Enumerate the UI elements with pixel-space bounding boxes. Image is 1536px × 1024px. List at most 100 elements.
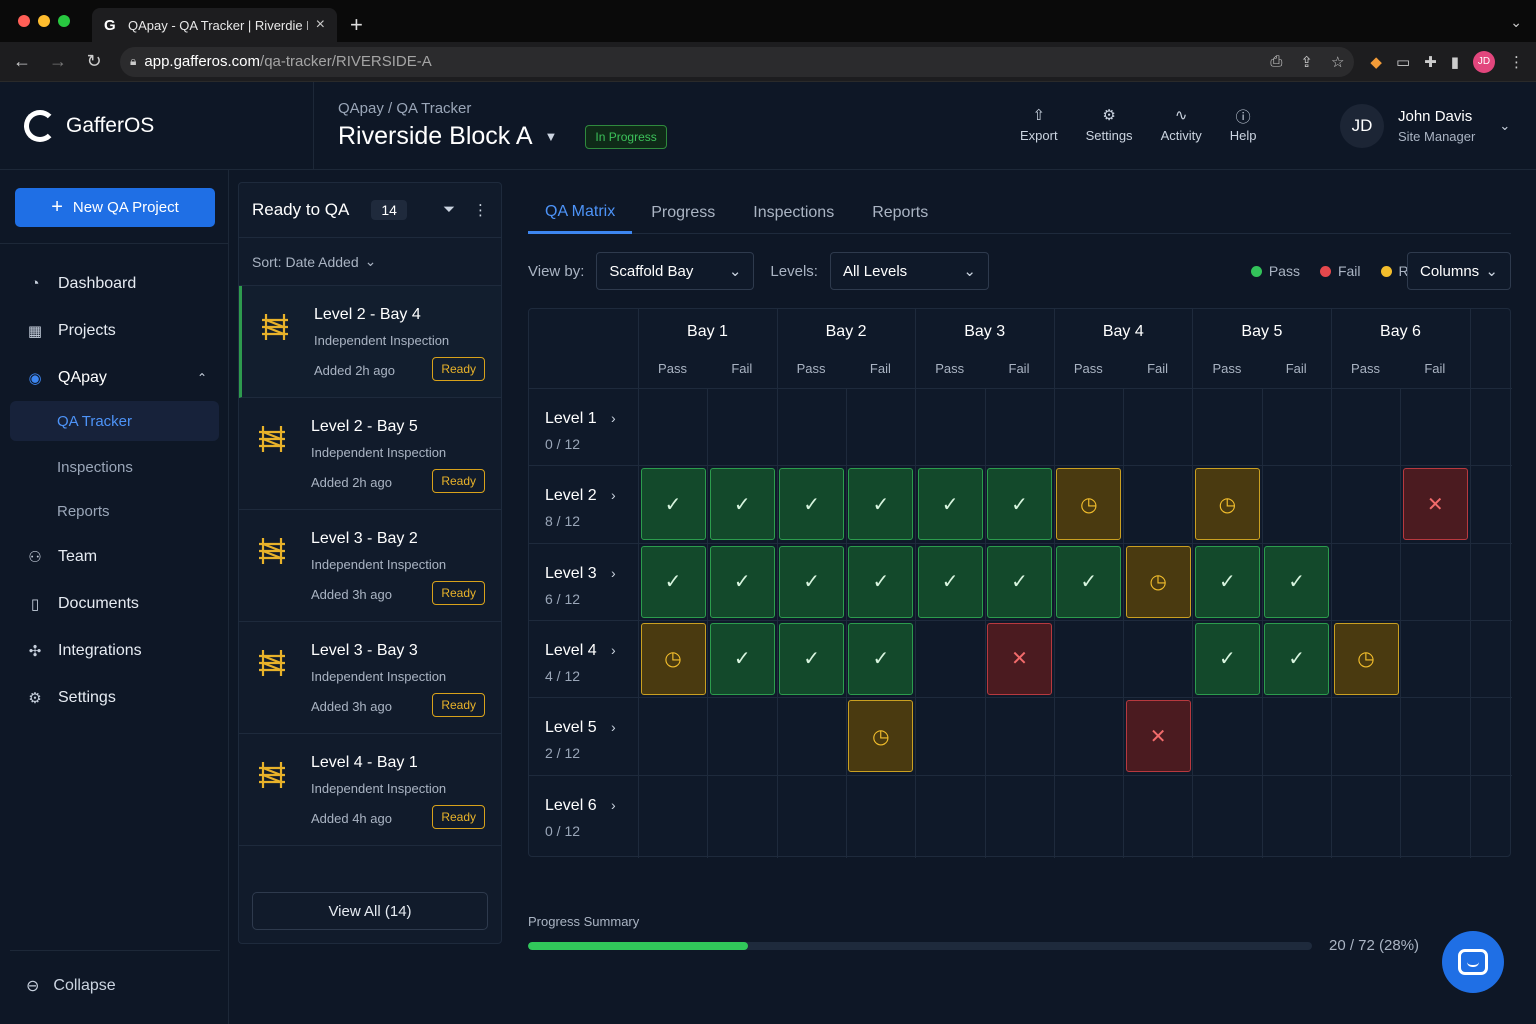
matrix-cell-pass[interactable]: ✓ [1194,622,1260,695]
level-row-header[interactable]: Level 4 4 / 12 › [545,642,616,684]
matrix-cell-fail[interactable]: ✕ [1402,468,1468,541]
matrix-cell-pass[interactable]: ✓ [640,468,706,541]
settings-button[interactable]: ⚙︎ Settings [1086,106,1133,143]
chevron-right-icon[interactable]: › [611,410,616,426]
level-row-header[interactable]: Level 2 8 / 12 › [545,487,616,529]
browser-menu-icon[interactable]: ⋮ [1509,53,1524,71]
brand[interactable]: GafferOS [0,81,314,170]
level-row-header[interactable]: Level 5 2 / 12 › [545,719,616,761]
chevron-right-icon[interactable]: › [611,796,616,813]
new-tab-button[interactable]: + [350,12,363,37]
level-row-header[interactable]: Level 3 6 / 12 › [545,565,616,607]
new-qa-project-button[interactable]: + New QA Project [15,188,215,227]
columns-button[interactable]: Columns ⌄ [1407,252,1511,290]
sidebar-item-documents[interactable]: ▯ Documents [0,580,229,627]
browser-tab[interactable]: G QApay - QA Tracker | Riverdie B × [92,8,337,42]
chevron-right-icon[interactable]: › [611,564,616,581]
sidebar-subitem-qa-tracker[interactable]: QA Tracker [10,401,219,441]
matrix-cell-pass[interactable]: ✓ [1194,545,1260,618]
view-all-button[interactable]: View All (14) [252,892,488,930]
sidebar-item-team[interactable]: ⚇ Team [0,533,229,580]
matrix-cell-ready[interactable]: ◷ [1056,468,1122,541]
matrix-cell-pass[interactable]: ✓ [779,468,845,541]
sort-dropdown[interactable]: Sort: Date Added ⌄ [239,238,501,286]
matrix-cell-fail[interactable]: ✕ [1125,700,1191,773]
matrix-cell-pass[interactable]: ✓ [917,468,983,541]
project-title[interactable]: Riverside Block A [338,122,533,150]
matrix-cell-pass[interactable]: ✓ [1056,545,1122,618]
view-by-select[interactable]: Scaffold Bay ⌄ [596,252,755,290]
tab-reports[interactable]: Reports [872,204,929,221]
chevron-right-icon[interactable]: › [611,641,616,658]
level-row-header[interactable]: Level 1 0 / 12 › [545,410,616,452]
reload-icon[interactable]: ↻ [86,51,102,71]
filter-icon[interactable]: ⏷ [442,201,455,218]
breadcrumb[interactable]: QApay / QA Tracker [338,100,472,117]
matrix-cell-pass[interactable]: ✓ [848,468,914,541]
close-window-button[interactable] [18,15,30,27]
user-menu[interactable]: JD John Davis Site Manager ⌄ [1340,104,1510,148]
puzzle-extension-icon[interactable]: ✚ [1424,53,1437,71]
bookmark-star-icon[interactable]: ☆ [1330,53,1345,71]
sidebar-subitem-reports[interactable]: Reports [57,502,110,520]
tab-search-chevron-icon[interactable]: ⌄ [1510,14,1522,30]
matrix-cell-pass[interactable]: ✓ [987,468,1052,541]
profile-avatar[interactable]: JD [1473,50,1495,73]
share-icon[interactable]: ⇪ [1300,53,1313,71]
level-row-header[interactable]: Level 6 0 / 12 › [545,797,616,839]
matrix-cell-fail[interactable]: ✕ [987,622,1052,695]
export-button[interactable]: ⇧ Export [1020,106,1058,143]
cast-extension-icon[interactable]: ▭ [1395,53,1411,71]
matrix-cell-pass[interactable]: ✓ [1264,622,1330,695]
matrix-cell-pass[interactable]: ✓ [709,622,775,695]
matrix-cell-ready[interactable]: ◷ [848,700,914,773]
sidebar-item-integrations[interactable]: ✣ Integrations [0,627,229,674]
matrix-cell-pass[interactable]: ✓ [709,545,775,618]
collapse-button[interactable]: ⊖ Collapse [26,976,116,996]
matrix-cell-pass[interactable]: ✓ [709,468,775,541]
close-tab-icon[interactable]: × [315,16,325,33]
minimize-window-button[interactable] [38,15,50,27]
help-button[interactable]: ⓘ Help [1230,106,1257,143]
url-field[interactable]: 🔒︎ app.gafferos.com/qa-tracker/RIVERSIDE… [120,46,1355,77]
matrix-cell-pass[interactable]: ✓ [1264,545,1330,618]
chevron-up-icon[interactable]: ⌃ [196,370,207,385]
sidebar-item-qapay[interactable]: ◉ QApay ⌃ [0,354,229,401]
matrix-cell-pass[interactable]: ✓ [640,545,706,618]
sidebar-item-dashboard[interactable]: ◔ Dashboard [0,260,229,307]
chevron-right-icon[interactable]: › [611,719,616,736]
matrix-cell-pass[interactable]: ✓ [779,622,845,695]
maximize-window-button[interactable] [58,15,70,27]
ready-list-item[interactable]: Level 3 - Bay 3 Independent Inspection Add… [239,622,501,734]
tab-qa-matrix[interactable]: QA Matrix [528,192,633,234]
ready-list-item[interactable]: Level 2 - Bay 5 Independent Inspection Add… [239,398,501,510]
matrix-cell-ready[interactable]: ◷ [1194,468,1260,541]
sidebar-item-settings[interactable]: ⚙︎ Settings [0,674,229,721]
sidepanel-icon[interactable]: ▮ [1450,53,1459,71]
chat-support-button[interactable] [1442,931,1504,993]
matrix-cell-ready[interactable]: ◷ [1333,622,1399,695]
matrix-cell-ready[interactable]: ◷ [640,622,706,695]
sidebar-subitem-inspections[interactable]: Inspections [57,458,133,476]
matrix-cell-pass[interactable]: ✓ [848,622,914,695]
matrix-cell-pass[interactable]: ✓ [848,545,914,618]
chevron-down-icon[interactable]: ⌄ [1499,118,1511,133]
forward-icon[interactable]: → [49,51,67,71]
sidebar-item-projects[interactable]: ▦ Projects [0,307,229,354]
more-vertical-icon[interactable]: ⋮ [473,202,488,219]
tab-progress[interactable]: Progress [651,204,716,221]
matrix-cell-pass[interactable]: ✓ [917,545,983,618]
install-icon[interactable]: ⎙ [1270,52,1283,70]
ready-list-item[interactable]: Level 2 - Bay 4 Independent Inspection Add… [239,286,501,398]
activity-button[interactable]: ∿ Activity [1161,106,1202,143]
matrix-cell-pass[interactable]: ✓ [779,545,845,618]
fox-extension-icon[interactable]: ◆ [1370,53,1382,71]
levels-select[interactable]: All Levels ⌄ [829,252,989,290]
chevron-right-icon[interactable]: › [611,487,616,504]
ready-list-item[interactable]: Level 3 - Bay 2 Independent Inspection Add… [239,510,501,622]
chevron-down-icon[interactable]: ▼ [544,129,558,144]
back-icon[interactable]: ← [13,51,31,71]
tab-inspections[interactable]: Inspections [753,204,835,221]
ready-list-item[interactable]: Level 4 - Bay 1 Independent Inspection Add… [239,734,501,846]
matrix-cell-pass[interactable]: ✓ [987,545,1052,618]
